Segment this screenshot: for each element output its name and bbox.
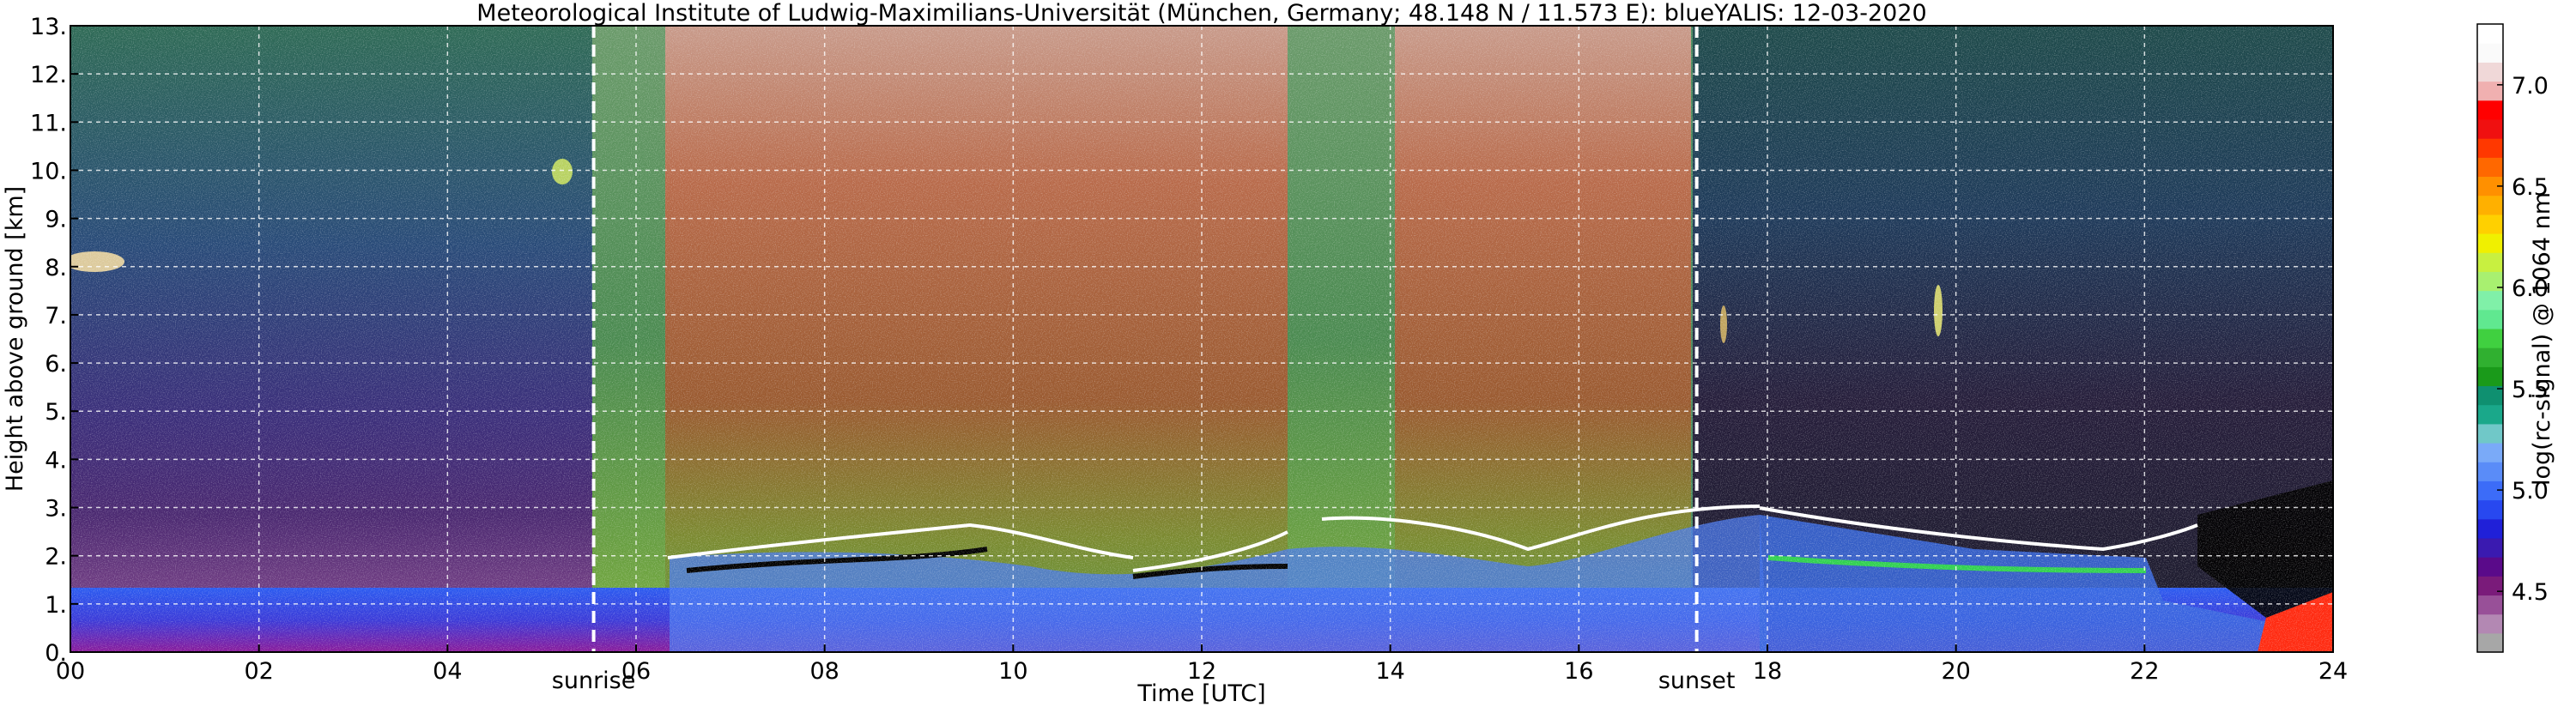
colorbar-swatch: [2477, 252, 2503, 272]
colorbar-swatch: [2477, 480, 2503, 501]
y-axis: 0. 1. 2. 3. 4. 5. 6. 7. 8. 9. 10. 11. 12. 13.: [30, 14, 78, 667]
colorbar-swatch: [2477, 195, 2503, 215]
colorbar-tick-label: 7.0: [2512, 73, 2549, 100]
colorbar-swatch: [2477, 499, 2503, 520]
colorbar-swatch: [2477, 462, 2503, 481]
colorbar-tick-label: 5.0: [2512, 478, 2549, 505]
colorbar-swatch: [2477, 557, 2503, 577]
colorbar-swatch: [2477, 518, 2503, 539]
x-tick-label: 16: [1564, 658, 1593, 685]
colorbar-frame: [2476, 23, 2504, 653]
colorbar-swatch: [2477, 43, 2503, 63]
colorbar-swatch: [2477, 138, 2503, 158]
colorbar-tick-label: 5.5: [2512, 377, 2549, 403]
colorbar-swatch: [2477, 423, 2503, 444]
colorbar-tick-label: 6.5: [2512, 174, 2549, 201]
y-tick-label: 13.: [30, 14, 67, 40]
y-tick-label: 5.: [45, 399, 67, 426]
x-tick-label: 20: [1941, 658, 1970, 685]
colorbar-swatch: [2477, 347, 2503, 367]
y-tick-label: 8.: [45, 255, 67, 281]
x-tick-label: 22: [2130, 658, 2159, 685]
colorbar-swatch: [2477, 309, 2503, 329]
colorbar-swatch: [2477, 632, 2503, 653]
x-axis: 00 02 04 06 08 10 12 14 16 18 20 22 24: [56, 644, 2348, 685]
x-tick-label: 14: [1375, 658, 1404, 685]
colorbar-swatch: [2477, 443, 2503, 462]
colorbar: 4.5 5.0 5.5 6.0 6.5 7.0: [2476, 23, 2549, 653]
x-tick-label: 10: [998, 658, 1027, 685]
colorbar-swatch: [2477, 157, 2503, 178]
colorbar-swatch: [2477, 537, 2503, 558]
y-tick-label: 7.: [45, 303, 67, 329]
x-tick-label: 08: [809, 658, 839, 685]
colorbar-tick-label: 6.0: [2512, 275, 2549, 302]
annotations: sunrise sunset: [552, 26, 1736, 694]
colorbar-swatch: [2477, 176, 2503, 196]
x-tick-label: 12: [1187, 658, 1216, 685]
colorbar-swatch: [2477, 290, 2503, 311]
plot-area: [70, 26, 2333, 652]
colorbar-swatch: [2477, 595, 2503, 615]
x-tick-label: 02: [244, 658, 273, 685]
y-tick-label: 11.: [30, 110, 67, 136]
colorbar-swatch: [2477, 118, 2503, 139]
y-tick-label: 6.: [45, 351, 67, 378]
colorbar-swatch: [2477, 100, 2503, 120]
colorbar-swatch: [2477, 404, 2503, 425]
x-tick-label: 00: [56, 658, 85, 685]
y-tick-label: 1.: [45, 592, 67, 619]
colorbar-swatch: [2477, 81, 2503, 101]
grid-lines: [70, 26, 2333, 652]
colorbar-swatch: [2477, 271, 2503, 292]
colorbar-swatch: [2477, 62, 2503, 82]
chart-title: Meteorological Institute of Ludwig-Maxim…: [476, 0, 1926, 27]
x-tick-label: 24: [2318, 658, 2348, 685]
colorbar-swatch: [2477, 576, 2503, 596]
y-tick-label: 12.: [30, 62, 67, 88]
sunset-label: sunset: [1658, 668, 1736, 694]
y-tick-label: 10.: [30, 158, 67, 184]
colorbar-swatch: [2477, 366, 2503, 387]
colorbar-swatch: [2477, 613, 2503, 634]
x-tick-label: 18: [1753, 658, 1782, 685]
x-tick-label: 06: [621, 658, 651, 685]
y-tick-label: 9.: [45, 207, 67, 233]
sunrise-label: sunrise: [552, 668, 636, 694]
y-axis-label: Height above ground [km]: [2, 186, 28, 492]
colorbar-swatch: [2477, 214, 2503, 234]
y-tick-label: 2.: [45, 544, 67, 571]
colorbar-swatch: [2477, 24, 2503, 44]
x-axis-label: Time [UTC]: [1136, 680, 1265, 707]
x-tick-label: 04: [433, 658, 462, 685]
colorbar-swatch: [2477, 328, 2503, 348]
colorbar-label: log(rc-signal) @ 1064 nm: [2529, 192, 2555, 486]
y-tick-label: 4.: [45, 447, 67, 474]
y-tick-label: 3.: [45, 496, 67, 523]
colorbar-swatch: [2477, 233, 2503, 253]
colorbar-swatch: [2477, 385, 2503, 406]
colorbar-tick-label: 4.5: [2512, 579, 2549, 606]
y-tick-label: 0.: [45, 640, 67, 667]
